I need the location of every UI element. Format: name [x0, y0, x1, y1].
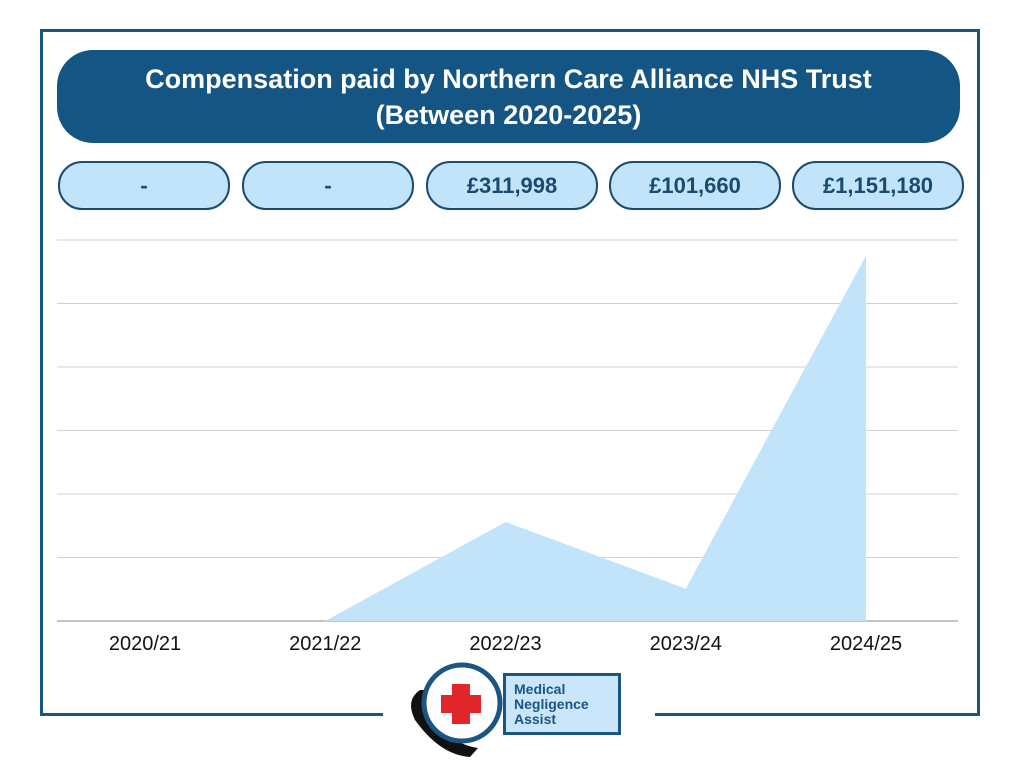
frame-bottom-right: [655, 713, 980, 716]
x-tick-label: 2021/22: [289, 633, 361, 655]
frame-bottom-left: [40, 713, 383, 716]
logo-text-3: Assist: [514, 711, 557, 727]
x-tick-label: 2022/23: [469, 633, 541, 655]
chart-title: Compensation paid by Northern Care Allia…: [57, 50, 960, 143]
x-tick-label: 2020/21: [109, 633, 181, 655]
value-label-2024-25: £1,151,180: [792, 161, 964, 210]
title-line-1: Compensation paid by Northern Care Allia…: [145, 63, 872, 94]
value-label-2020-21: -: [58, 161, 230, 210]
value-label-2022-23: £311,998: [426, 161, 598, 210]
value-label-2023-24: £101,660: [609, 161, 781, 210]
frame-top: [40, 29, 980, 32]
x-tick-label: 2023/24: [650, 633, 722, 655]
logo-text-2: Negligence: [514, 696, 589, 712]
logo-text-1: Medical: [514, 681, 566, 697]
title-line-2: (Between 2020-2025): [375, 99, 642, 130]
area-series: [145, 255, 866, 621]
x-tick-label: 2024/25: [830, 633, 902, 655]
value-label-2021-22: -: [242, 161, 414, 210]
frame-left: [40, 29, 43, 716]
logo: Medical Negligence Assist: [503, 673, 621, 735]
frame-right: [977, 29, 980, 716]
